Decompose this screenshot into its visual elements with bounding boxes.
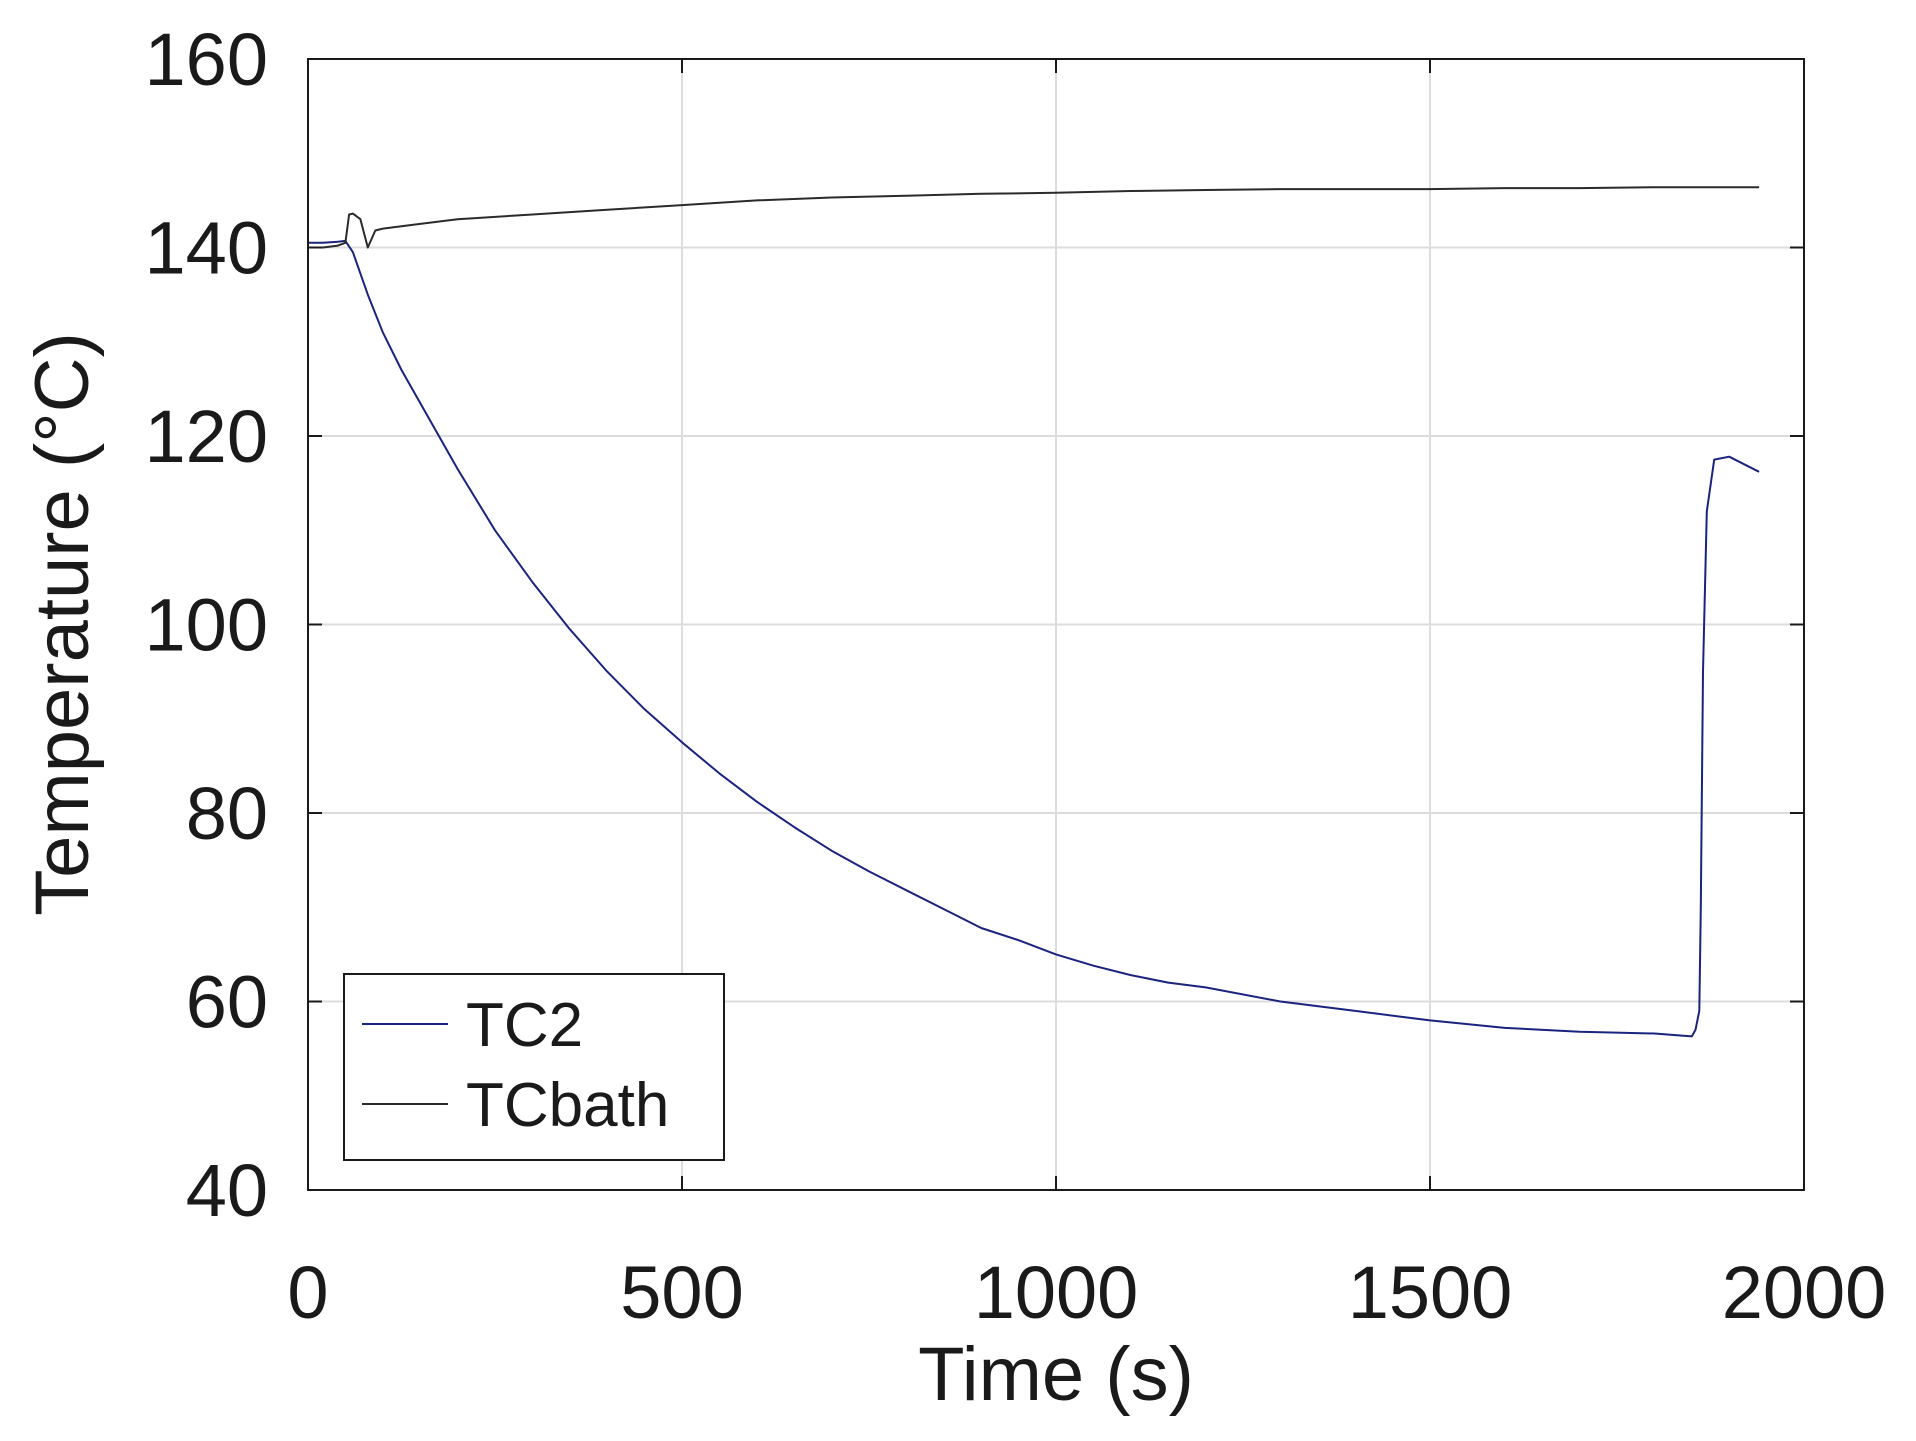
y-tick-label: 120 bbox=[145, 395, 268, 478]
legend-label-tc2: TC2 bbox=[466, 991, 583, 1060]
x-tick-label: 500 bbox=[620, 1251, 743, 1334]
y-axis-label: Temperature (°C) bbox=[20, 332, 105, 916]
x-axis-label: Time (s) bbox=[918, 1332, 1194, 1417]
y-tick-label: 40 bbox=[186, 1149, 268, 1232]
legend-label-tcbath: TCbath bbox=[466, 1071, 669, 1140]
ticks: 0 500 1000 1500 2000 40 60 80 100 120 140 160 bbox=[145, 18, 1887, 1334]
grid bbox=[308, 59, 1804, 1190]
legend-box bbox=[343, 973, 725, 1161]
series-line-tc2 bbox=[308, 239, 1760, 1038]
legend: TC2 TCbath bbox=[343, 973, 725, 1161]
series-line-tcbath bbox=[308, 186, 1760, 249]
x-tick-label: 0 bbox=[287, 1251, 328, 1334]
y-tick-label: 140 bbox=[145, 207, 268, 290]
y-tick-label: 60 bbox=[186, 961, 268, 1044]
y-tick-label: 160 bbox=[145, 18, 268, 101]
series-layer bbox=[308, 186, 1760, 1038]
x-tick-label: 1500 bbox=[1348, 1251, 1513, 1334]
y-tick-label: 80 bbox=[186, 772, 268, 855]
x-tick-label: 2000 bbox=[1722, 1251, 1887, 1334]
x-tick-label: 1000 bbox=[974, 1251, 1139, 1334]
y-tick-label: 100 bbox=[145, 584, 268, 667]
